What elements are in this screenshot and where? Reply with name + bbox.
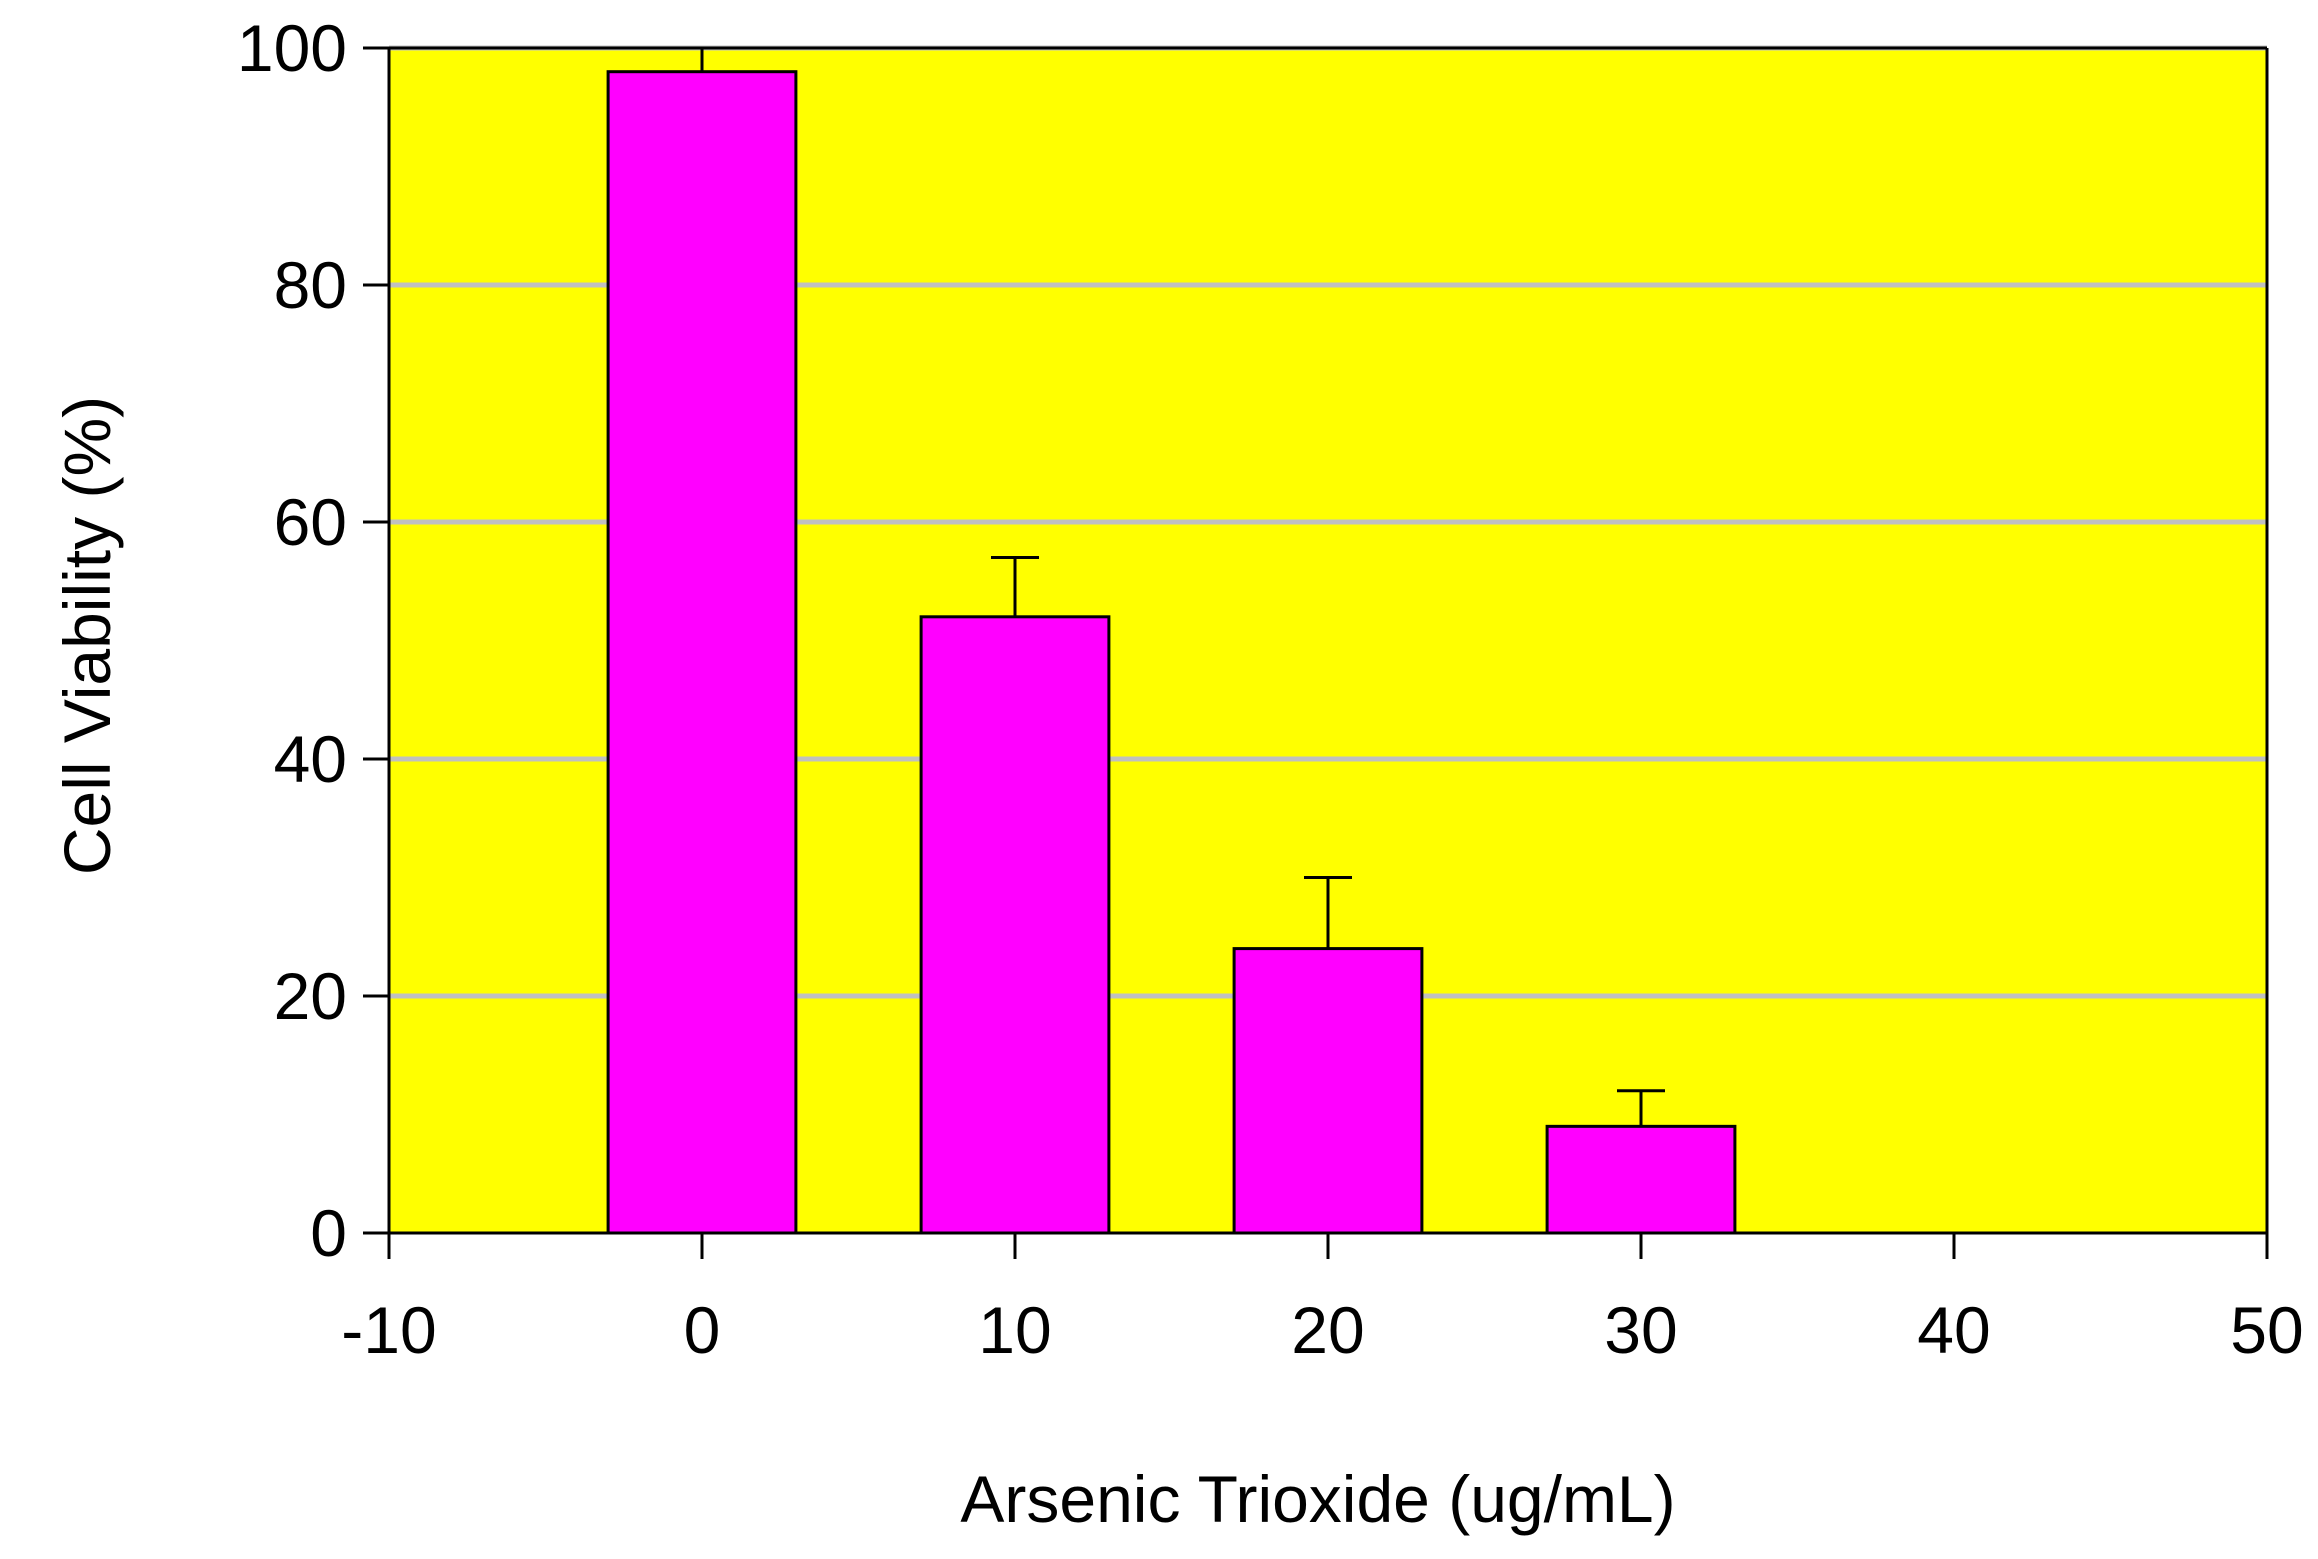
x-ticks: -10 0 10 20 30 40 50 bbox=[341, 1233, 2304, 1367]
error-bars bbox=[700, 48, 1665, 1127]
y-tick-label: 60 bbox=[274, 485, 347, 559]
bar bbox=[919, 615, 1111, 1235]
x-axis-label: Arsenic Trioxide (ug/mL) bbox=[960, 1462, 1675, 1536]
x-tick-label: 40 bbox=[1917, 1293, 1990, 1367]
x-tick-label: 20 bbox=[1291, 1293, 1364, 1367]
x-tick-label: 30 bbox=[1604, 1293, 1677, 1367]
bar bbox=[1232, 947, 1424, 1235]
x-tick-label: 10 bbox=[978, 1293, 1051, 1367]
bar bbox=[1545, 1124, 1737, 1235]
y-axis-label: Cell Viability (%) bbox=[50, 396, 124, 875]
x-tick-label: 50 bbox=[2230, 1293, 2303, 1367]
y-tick-label: 20 bbox=[274, 959, 347, 1033]
y-tick-label: 80 bbox=[274, 248, 347, 322]
y-tick-label: 0 bbox=[310, 1196, 347, 1270]
y-tick-label: 100 bbox=[237, 11, 347, 85]
x-tick-label: -10 bbox=[341, 1293, 436, 1367]
x-tick-label: 0 bbox=[684, 1293, 721, 1367]
bars bbox=[606, 70, 1737, 1235]
bar bbox=[606, 70, 798, 1235]
y-tick-label: 40 bbox=[274, 722, 347, 796]
y-ticks: 0 20 40 60 80 100 bbox=[237, 11, 389, 1270]
